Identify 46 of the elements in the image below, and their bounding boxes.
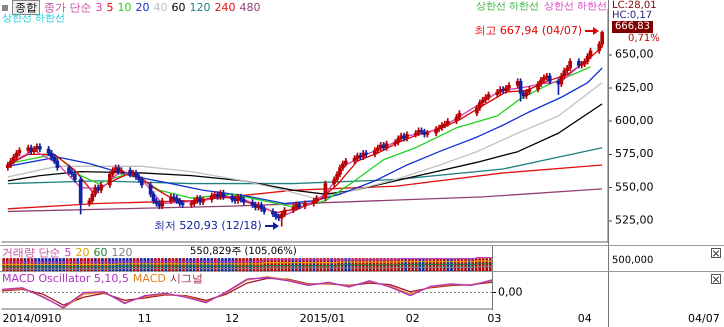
y-tick-label: 650,00 [615,48,654,61]
annotation: 최고 667,94 (04/07) [474,24,582,37]
series-label: 120 [112,246,132,259]
ref-line-label: 0,00 [498,285,522,298]
annotation: 상한선 하한선 [2,13,66,25]
y-tick-label: 625,00 [615,80,654,94]
text: 500,000 [612,255,654,267]
series-label: 시그널 [170,272,203,285]
y-tick-label: 600,00 [615,114,654,128]
x-tick-label: 11 [138,312,152,325]
x-tick-label: 10 [47,312,62,325]
legend-title: 종가 단순 [44,1,92,14]
annotation: 상한선 하한선 [476,1,540,13]
series-label: 5 [64,246,72,259]
x-tick-label: 2015/01 [300,312,346,325]
text: 550,829주 (105,06%) [190,246,297,258]
text: 60 [172,1,186,14]
series-label: 20 [76,246,90,259]
series-label: MACD [132,272,166,285]
text: 5 [106,1,114,14]
x-tick-label: 04 [578,312,592,325]
series-label: MACD Oscillator 5,10,5 [2,272,129,285]
x-tick-label: 2014/09 [2,312,48,325]
text: 40 [154,1,168,14]
text: 10 [118,1,132,14]
annotation: 상한선 하한선 [544,1,608,13]
text: 240 [214,1,236,14]
text: 3 [96,1,102,14]
text: LC:28,01 [612,0,657,11]
text: 20 [136,1,150,14]
text: 480 [240,1,260,14]
y-tick-label: 575,00 [615,147,654,160]
text: 666,83 [612,21,653,33]
x-tick-label: 12 [225,312,240,325]
y-tick-label: 525,00 [615,214,654,227]
x-tick-label: 03 [487,312,502,325]
text: 120 [190,1,210,14]
chart-title: 종합 [12,0,40,15]
annotation: 최저 520,93 (12/18) [154,219,262,232]
text: 04/07 [688,312,720,325]
y-tick-label: 550,00 [615,180,654,194]
series-label: 60 [94,246,108,259]
text: HC:0,17 [612,10,652,22]
legend-title: 거래량 단순 [2,246,60,259]
text: 0,71% [628,33,660,45]
x-tick-label: 02 [406,312,420,325]
